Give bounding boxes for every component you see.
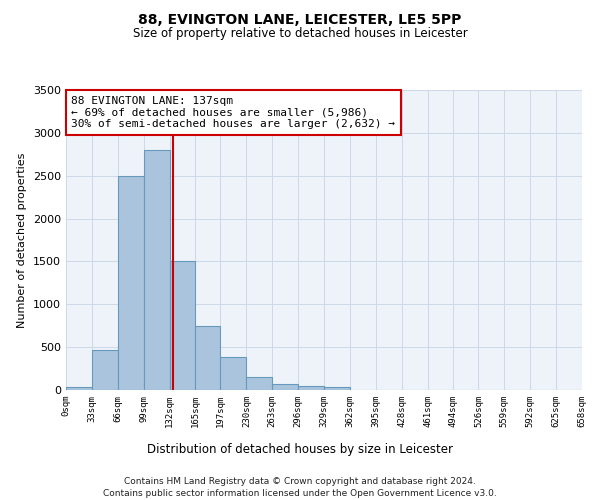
- Bar: [324, 388, 350, 390]
- Bar: [298, 386, 324, 390]
- Bar: [247, 377, 272, 390]
- Bar: [220, 356, 247, 390]
- Bar: [272, 384, 298, 390]
- Bar: [92, 350, 118, 390]
- Text: Contains HM Land Registry data © Crown copyright and database right 2024.: Contains HM Land Registry data © Crown c…: [124, 478, 476, 486]
- Bar: [170, 262, 196, 390]
- Text: 88 EVINGTON LANE: 137sqm
← 69% of detached houses are smaller (5,986)
30% of sem: 88 EVINGTON LANE: 137sqm ← 69% of detach…: [71, 96, 395, 129]
- Y-axis label: Number of detached properties: Number of detached properties: [17, 152, 28, 328]
- Text: Distribution of detached houses by size in Leicester: Distribution of detached houses by size …: [147, 442, 453, 456]
- Text: Contains public sector information licensed under the Open Government Licence v3: Contains public sector information licen…: [103, 489, 497, 498]
- Bar: [66, 388, 92, 390]
- Text: 88, EVINGTON LANE, LEICESTER, LE5 5PP: 88, EVINGTON LANE, LEICESTER, LE5 5PP: [139, 12, 461, 26]
- Bar: [196, 326, 220, 390]
- Text: Size of property relative to detached houses in Leicester: Size of property relative to detached ho…: [133, 28, 467, 40]
- Bar: [118, 176, 143, 390]
- Bar: [143, 150, 170, 390]
